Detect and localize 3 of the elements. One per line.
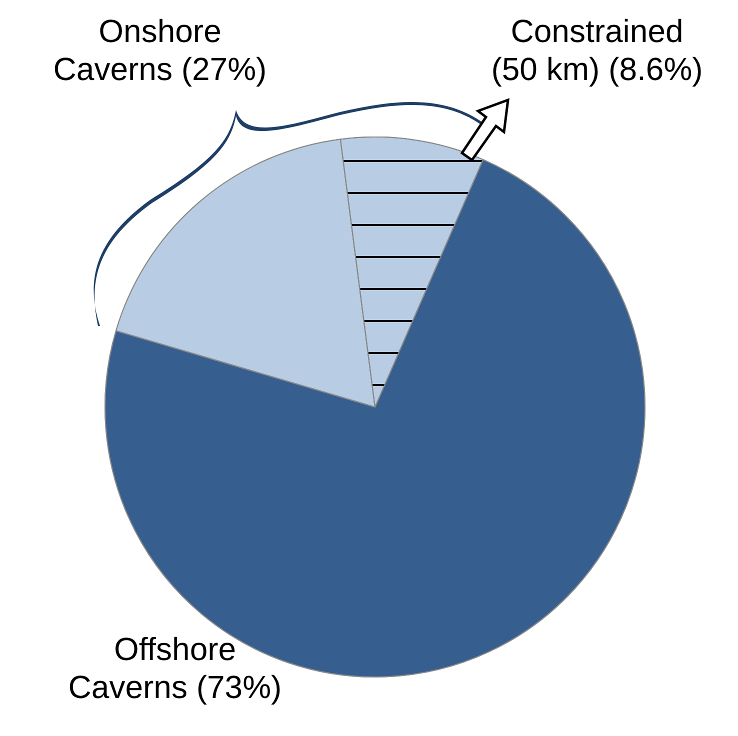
text: Onshore Caverns (27%) [53,13,267,87]
slice-label: Constrained (50 km) (8.6%) [491,13,703,87]
slice-label: Offshore Caverns (73%) [68,631,282,705]
